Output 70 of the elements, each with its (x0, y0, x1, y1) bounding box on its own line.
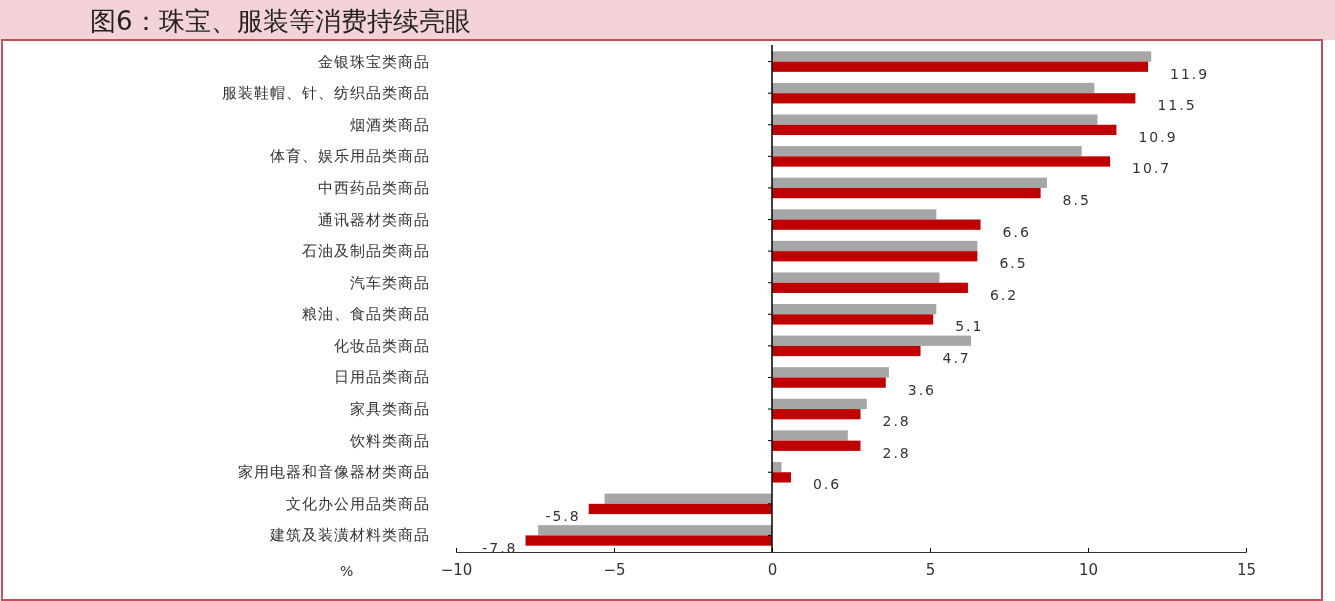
y-tick-label: 化妆品类商品 (334, 336, 430, 355)
bar (772, 472, 791, 483)
y-tick-label: 金银珠宝类商品 (318, 52, 430, 71)
bar (772, 409, 861, 420)
data-label: 8.5 (1062, 192, 1091, 209)
data-label: 3.6 (907, 381, 937, 398)
bar (772, 177, 1047, 188)
bar (772, 398, 867, 410)
bar (772, 367, 889, 378)
bar (772, 219, 981, 230)
y-tick-label: 饮料类商品 (349, 431, 430, 450)
data-label: 4.7 (942, 350, 971, 367)
data-label: 10.9 (1138, 128, 1178, 145)
y-tick-label: 文化办公用品类商品 (286, 494, 430, 513)
data-label: 6.6 (1002, 223, 1031, 240)
bar (772, 304, 937, 315)
y-tick-label: 服装鞋帽、针、纺织品类商品 (222, 84, 430, 103)
bar (772, 156, 1111, 167)
x-tick-label: −10 (440, 560, 473, 579)
y-tick-label: 中西药品类商品 (318, 178, 430, 197)
data-label: 10.7 (1132, 160, 1172, 177)
bar (772, 430, 848, 441)
data-label: 11.9 (1170, 65, 1210, 82)
bar (772, 124, 1117, 136)
data-label: 6.2 (989, 286, 1019, 303)
bar (772, 440, 861, 451)
y-tick-label: 体育、娱乐用品类商品 (270, 147, 430, 166)
y-tick-label: 粮油、食品类商品 (302, 305, 430, 324)
x-tick-label: 0 (767, 560, 778, 579)
x-tick-label: 5 (925, 560, 936, 579)
bar (772, 314, 934, 325)
y-tick-label: 石油及制品类商品 (302, 242, 430, 261)
y-tick-label: 家具类商品 (350, 400, 430, 419)
chart-title: 图6：珠宝、服装等消费持续亮眼 (90, 6, 471, 36)
x-tick-label: 15 (1236, 560, 1257, 579)
bar (772, 377, 886, 388)
bar (604, 493, 772, 504)
bar (772, 93, 1136, 104)
bar (772, 272, 940, 283)
y-tick-label: 建筑及装潢材料类商品 (269, 526, 430, 545)
bar (772, 251, 978, 262)
bar (772, 51, 1152, 62)
data-label: 2.8 (882, 413, 911, 430)
y-tick-label: 日用品类商品 (334, 368, 430, 387)
bar (588, 503, 772, 515)
data-label: -5.8 (545, 507, 581, 524)
x-axis-title: % (340, 563, 354, 579)
bar (538, 525, 772, 536)
bar (772, 335, 972, 346)
bar (772, 114, 1098, 125)
y-tick-label: 家用电器和音像器材类商品 (238, 463, 430, 482)
bar (772, 82, 1095, 94)
bar (772, 209, 937, 220)
data-label: 6.5 (999, 255, 1028, 272)
y-tick-label: 烟酒类商品 (350, 115, 430, 134)
data-label: 5.1 (955, 318, 984, 335)
bar (772, 282, 968, 293)
bar (525, 535, 772, 546)
bar (772, 61, 1149, 72)
y-tick-label: 通讯器材类商品 (318, 210, 430, 229)
bar (772, 187, 1041, 199)
bar (772, 240, 978, 252)
y-tick-label: 汽车类商品 (350, 273, 430, 292)
x-tick-label: 10 (1078, 560, 1099, 579)
x-tick-label: −5 (603, 560, 626, 579)
bar (772, 345, 921, 357)
data-label: 11.5 (1157, 97, 1197, 114)
bar (772, 146, 1082, 157)
data-label: 2.8 (882, 444, 911, 461)
data-label: 0.6 (812, 476, 842, 493)
